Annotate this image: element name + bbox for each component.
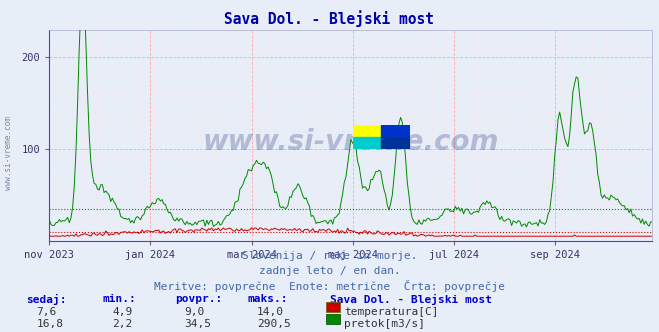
Text: Sava Dol. - Blejski most: Sava Dol. - Blejski most <box>225 11 434 28</box>
Bar <box>382 137 410 149</box>
Bar <box>382 125 410 137</box>
Text: zadnje leto / en dan.: zadnje leto / en dan. <box>258 266 401 276</box>
Text: min.:: min.: <box>102 294 136 304</box>
Text: pretok[m3/s]: pretok[m3/s] <box>344 319 425 329</box>
Text: www.si-vreme.com: www.si-vreme.com <box>203 127 499 156</box>
Text: 16,8: 16,8 <box>36 319 63 329</box>
Text: maks.:: maks.: <box>247 294 287 304</box>
Text: Sava Dol. - Blejski most: Sava Dol. - Blejski most <box>330 294 492 305</box>
Text: www.si-vreme.com: www.si-vreme.com <box>4 116 13 190</box>
Bar <box>353 137 382 149</box>
Text: 4,9: 4,9 <box>112 307 132 317</box>
Text: sedaj:: sedaj: <box>26 294 67 305</box>
Text: Slovenija / reke in morje.: Slovenija / reke in morje. <box>242 251 417 261</box>
Text: 34,5: 34,5 <box>185 319 212 329</box>
Text: Meritve: povprečne  Enote: metrične  Črta: povprečje: Meritve: povprečne Enote: metrične Črta:… <box>154 280 505 291</box>
Text: 14,0: 14,0 <box>257 307 284 317</box>
Text: 7,6: 7,6 <box>36 307 57 317</box>
Text: 9,0: 9,0 <box>185 307 205 317</box>
Text: povpr.:: povpr.: <box>175 294 222 304</box>
Bar <box>353 125 382 137</box>
Text: temperatura[C]: temperatura[C] <box>344 307 438 317</box>
Text: 2,2: 2,2 <box>112 319 132 329</box>
Text: 290,5: 290,5 <box>257 319 291 329</box>
